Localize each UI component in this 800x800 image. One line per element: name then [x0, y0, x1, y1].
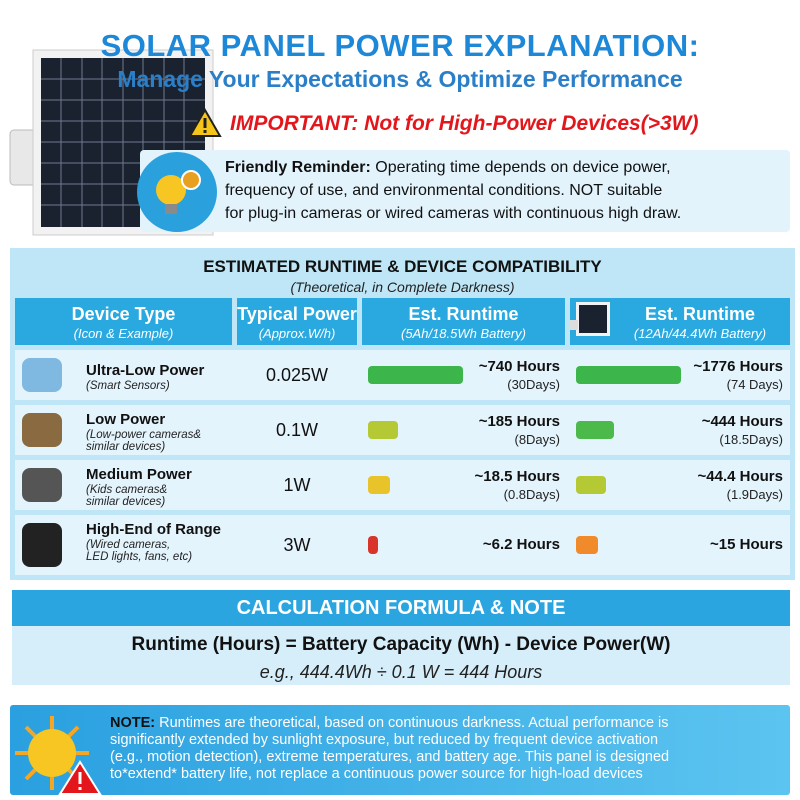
column-title: Est. Runtime	[644, 304, 755, 324]
device-icon	[22, 468, 62, 502]
runtime-bar	[368, 366, 463, 384]
runtime-days: (8Days)	[514, 432, 560, 447]
device-desc: (Kids cameras&	[86, 484, 168, 496]
device-desc: similar devices)	[86, 496, 166, 508]
runtime-days: (74 Days)	[726, 377, 783, 392]
device-desc: (Wired cameras,	[86, 539, 171, 551]
runtime-bar	[368, 421, 398, 439]
device-desc: (Low-power cameras&	[86, 429, 202, 441]
panel-thumbnail	[570, 302, 610, 336]
device-name: Low Power	[86, 411, 166, 428]
note-line: significantly extended by sunlight expos…	[110, 732, 659, 748]
row	[15, 405, 790, 455]
runtime-bar	[576, 421, 614, 439]
power: 0.1W	[275, 420, 318, 440]
bulb-icon	[137, 152, 217, 232]
runtime-hours: ~44.4 Hours	[697, 468, 783, 485]
device-icon	[22, 413, 62, 447]
runtime-hours: ~6.2 Hours	[482, 536, 560, 553]
column-header	[362, 298, 565, 345]
row	[15, 460, 790, 510]
device-icon	[22, 358, 62, 392]
reminder: Friendly Reminder: Operating time depend…	[225, 156, 681, 225]
column-title: Device Type	[71, 304, 176, 324]
table-subtitle: (Theoretical, in Complete Darkness)	[290, 279, 515, 295]
power: 0.025W	[265, 365, 329, 385]
note-line: Runtimes are theoretical, based on conti…	[159, 715, 669, 731]
column-subtitle: (12Ah/44.4Wh Battery)	[633, 326, 767, 341]
runtime-hours: ~15 Hours	[710, 536, 783, 553]
device-name: Ultra-Low Power	[86, 362, 205, 379]
formula-title: CALCULATION FORMULA & NOTE	[12, 590, 790, 626]
column-subtitle: (Approx.W/h)	[258, 326, 336, 341]
device-desc: (Smart Sensors)	[86, 380, 170, 392]
table-title: ESTIMATED RUNTIME & DEVICE COMPATIBILITY	[203, 257, 602, 276]
runtime-bar	[576, 366, 681, 384]
warning: IMPORTANT: Not for High-Power Devices(>3…	[230, 112, 699, 135]
row	[15, 515, 790, 575]
runtime-days: (0.8Days)	[503, 487, 560, 502]
runtime-hours: ~740 Hours	[478, 358, 560, 375]
device-name: Medium Power	[86, 466, 192, 483]
warning-icon	[188, 108, 222, 137]
runtime-hours: ~185 Hours	[478, 413, 560, 430]
device-desc: similar devices)	[86, 441, 166, 453]
runtime-days: (30Days)	[507, 377, 560, 392]
note-line: to*extend* battery life, not replace a c…	[110, 766, 643, 782]
reminder-label: Friendly Reminder:	[225, 159, 371, 176]
device-name: High-End of Range	[86, 521, 221, 538]
column-title: Est. Runtime	[408, 304, 519, 324]
sun-icon	[15, 716, 102, 795]
note-label: NOTE:	[110, 715, 156, 731]
formula-example: e.g., 444.4Wh ÷ 0.1 W = 444 Hours	[259, 662, 543, 682]
column-header	[15, 298, 232, 345]
reminder-line: for plug-in cameras or wired cameras wit…	[225, 205, 682, 222]
runtime-bar	[368, 536, 378, 554]
runtime-bar	[576, 476, 606, 494]
reminder-line: frequency of use, and environmental cond…	[225, 182, 663, 199]
subtitle: Manage Your Expectations & Optimize Perf…	[117, 66, 683, 92]
title: SOLAR PANEL POWER EXPLANATION:	[100, 28, 700, 63]
runtime-bar	[368, 476, 390, 494]
runtime-days: (1.9Days)	[726, 487, 783, 502]
power: 1W	[283, 475, 311, 495]
column-subtitle: (Icon & Example)	[73, 326, 174, 341]
power: 3W	[283, 535, 311, 555]
note-box	[10, 705, 790, 795]
runtime-days: (18.5Days)	[719, 432, 783, 447]
formula: Runtime (Hours) = Battery Capacity (Wh) …	[131, 634, 671, 655]
runtime-hours: ~18.5 Hours	[474, 468, 560, 485]
runtime-hours: ~444 Hours	[701, 413, 783, 430]
reminder-box	[140, 150, 790, 232]
runtime-hours: ~1776 Hours	[693, 358, 783, 375]
column-subtitle: (5Ah/18.5Wh Battery)	[401, 326, 526, 341]
device-icon	[22, 523, 62, 567]
reminder-line: Operating time depends on device power,	[375, 159, 671, 176]
note: NOTE: Runtimes are theoretical, based on…	[110, 715, 669, 783]
device-desc: LED lights, fans, etc)	[86, 551, 193, 563]
column-title: Typical Power	[237, 304, 357, 324]
note-line: (e.g., motion detection), extreme temper…	[110, 749, 670, 765]
column-header	[237, 298, 357, 345]
runtime-bar	[576, 536, 598, 554]
